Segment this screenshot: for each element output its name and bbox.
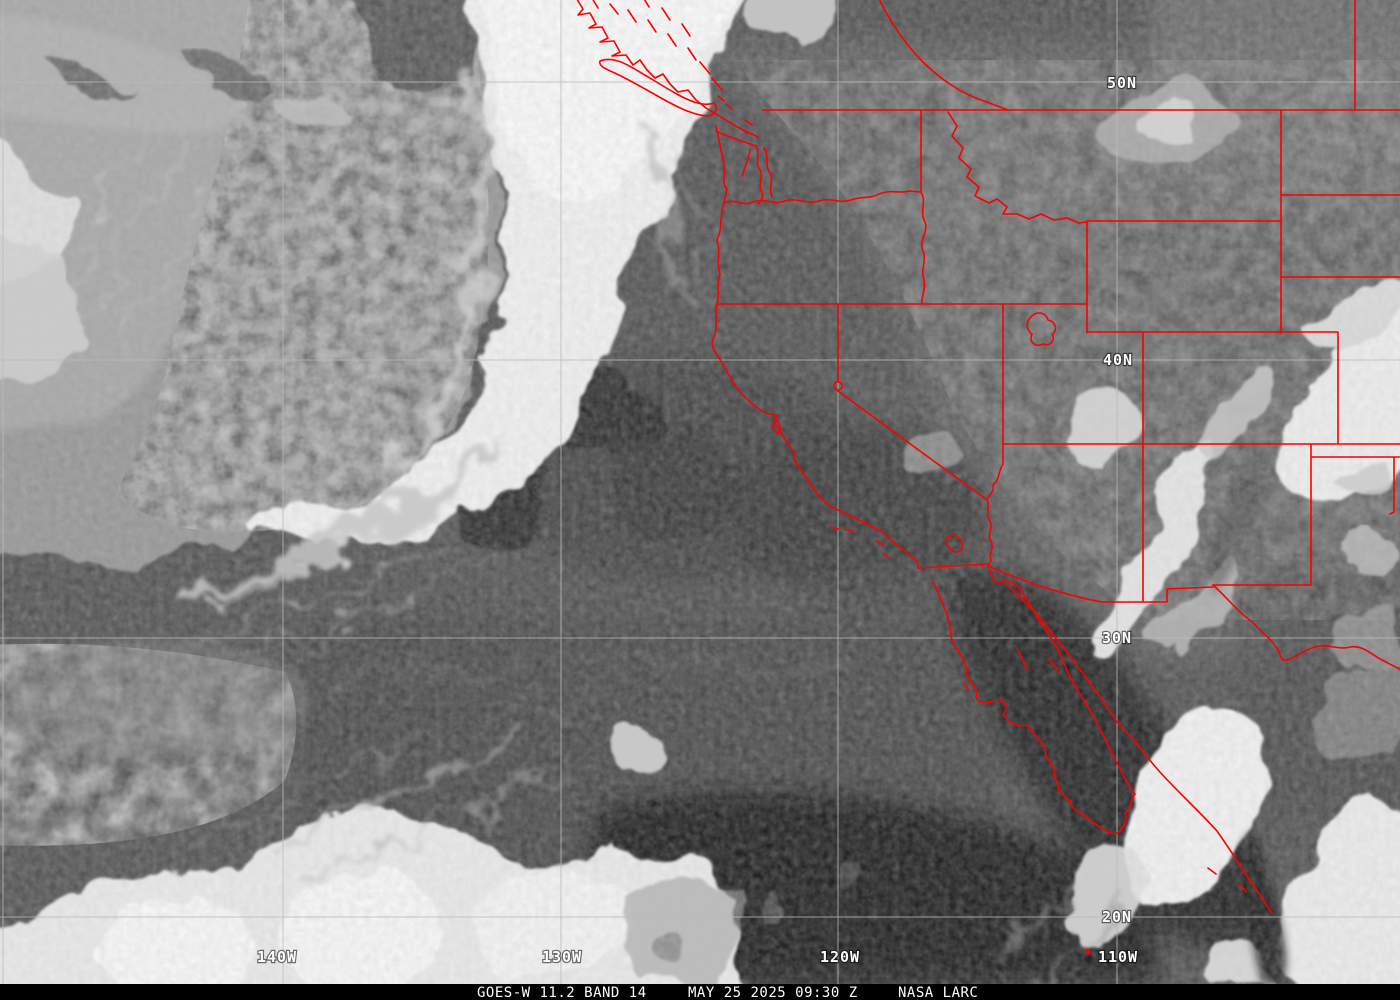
canada-border xyxy=(761,0,1400,111)
latitude-gridlines xyxy=(0,81,1400,918)
state-borders xyxy=(717,109,1400,602)
lon-label-140w: 140W xyxy=(257,948,297,966)
island-marker xyxy=(1085,949,1091,955)
longitude-gridlines xyxy=(2,0,1118,984)
caption-product: GOES-W 11.2 BAND 14 xyxy=(477,985,647,1000)
map-overlay xyxy=(576,0,1400,955)
lon-label-110w: 110W xyxy=(1098,948,1138,966)
san-francisco-bay xyxy=(772,418,781,434)
vancouver-island xyxy=(599,58,733,117)
caption-timestamp: MAY 25 2025 09:30 Z xyxy=(688,985,858,1000)
lat-label-20n: 20N xyxy=(1102,908,1132,926)
great-salt-lake xyxy=(1026,312,1057,347)
caption-bar-background xyxy=(0,984,1400,1000)
lon-label-120w: 120W xyxy=(820,948,860,966)
lat-label-30n: 30N xyxy=(1102,629,1132,647)
gulf-islands xyxy=(1016,648,1247,893)
lat-label-50n: 50N xyxy=(1107,74,1137,92)
lat-label-40n: 40N xyxy=(1103,351,1133,369)
coastline-pacific xyxy=(711,125,919,569)
salton-sea xyxy=(945,534,964,553)
mexico-border-rio-grande xyxy=(917,563,1400,670)
bc-fjord-coast xyxy=(576,0,759,138)
channel-islands xyxy=(829,526,890,559)
caption-credit: NASA LARC xyxy=(898,985,978,1000)
baja-california-coastline xyxy=(932,569,1136,835)
coordinate-labels: 50N 40N 30N 20N 140W 130W 120W 110W xyxy=(256,73,1139,967)
puget-sound xyxy=(715,119,773,205)
lake-tahoe xyxy=(833,381,843,391)
mainland-mexico-coastline xyxy=(1005,583,1273,914)
caption-bar: GOES-W 11.2 BAND 14 MAY 25 2025 09:30 Z … xyxy=(0,984,1400,1000)
lon-label-130w: 130W xyxy=(542,948,582,966)
